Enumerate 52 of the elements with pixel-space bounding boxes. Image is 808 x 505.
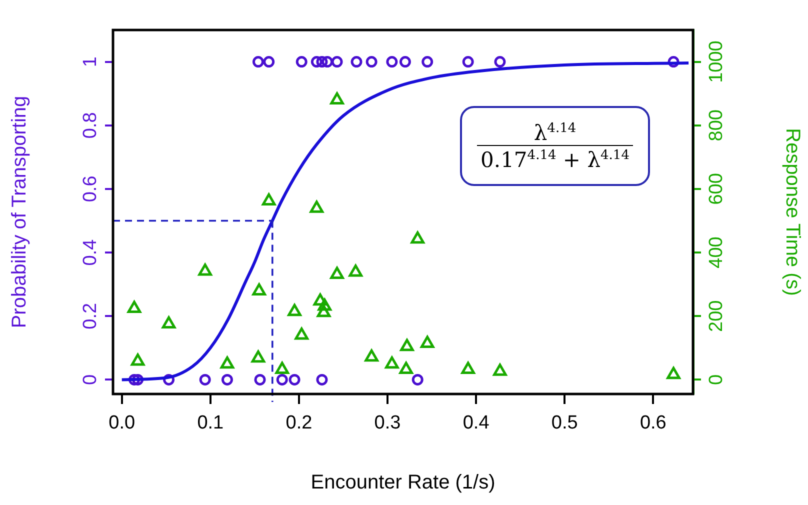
x-tick-label: 0.4 [462,412,490,434]
y2-tick-label: 800 [706,110,728,142]
y2-tick-label: 600 [706,173,728,205]
x-tick-label: 0.0 [108,412,136,434]
point [288,304,302,316]
annotation: 0.17$^{4.14}$ + λ$^{4.14}$ [476,144,634,172]
point [127,300,142,313]
x-axis-title: Encounter Rate (1/s) [310,472,496,494]
point [666,366,680,380]
x-tick-label: 0.2 [286,412,312,434]
y2-tick-label: 0 [706,374,728,385]
point [220,356,234,369]
y-tick-label: 0.2 [80,302,102,330]
y2-tick-label: 200 [706,300,728,332]
annotation: λ$^{4.14}$ [534,120,576,144]
y-tick-label: 1 [80,56,102,68]
x-tick-label: 0.1 [197,412,224,434]
point [348,264,363,277]
point [400,338,414,352]
point [385,356,399,369]
point [461,362,475,374]
point [313,293,328,306]
point [316,304,331,318]
x-tick-label: 0.3 [374,412,401,434]
point [410,231,424,244]
x-tick-label: 0.6 [640,412,666,434]
point [251,350,266,363]
point [198,264,212,276]
point [399,362,413,374]
point [275,362,290,374]
formula-box: λ$^{4.14}$ 0.17$^{4.14}$ + λ$^{4.14}$ [460,106,650,186]
point [364,349,378,362]
y2-tick-label: 400 [706,236,728,268]
point [130,354,145,366]
point [262,193,276,206]
y-tick-label: 0.4 [80,238,102,266]
point [162,316,176,329]
point [330,92,344,104]
y-tick-label: 0.6 [80,176,102,202]
point [310,200,324,213]
point [318,298,332,311]
y2-axis-title: Response Time (s) [781,128,804,296]
x-tick-label: 0.5 [551,412,578,434]
y-axis-title: Probability of Transporting [8,96,31,328]
point [330,266,344,279]
y2-tick-label: 1000 [706,40,728,83]
point [420,336,434,348]
y-tick-label: 0.8 [80,112,102,139]
y-tick-label: 0 [80,374,102,385]
point [294,327,308,340]
point [493,364,507,376]
point [252,283,266,296]
